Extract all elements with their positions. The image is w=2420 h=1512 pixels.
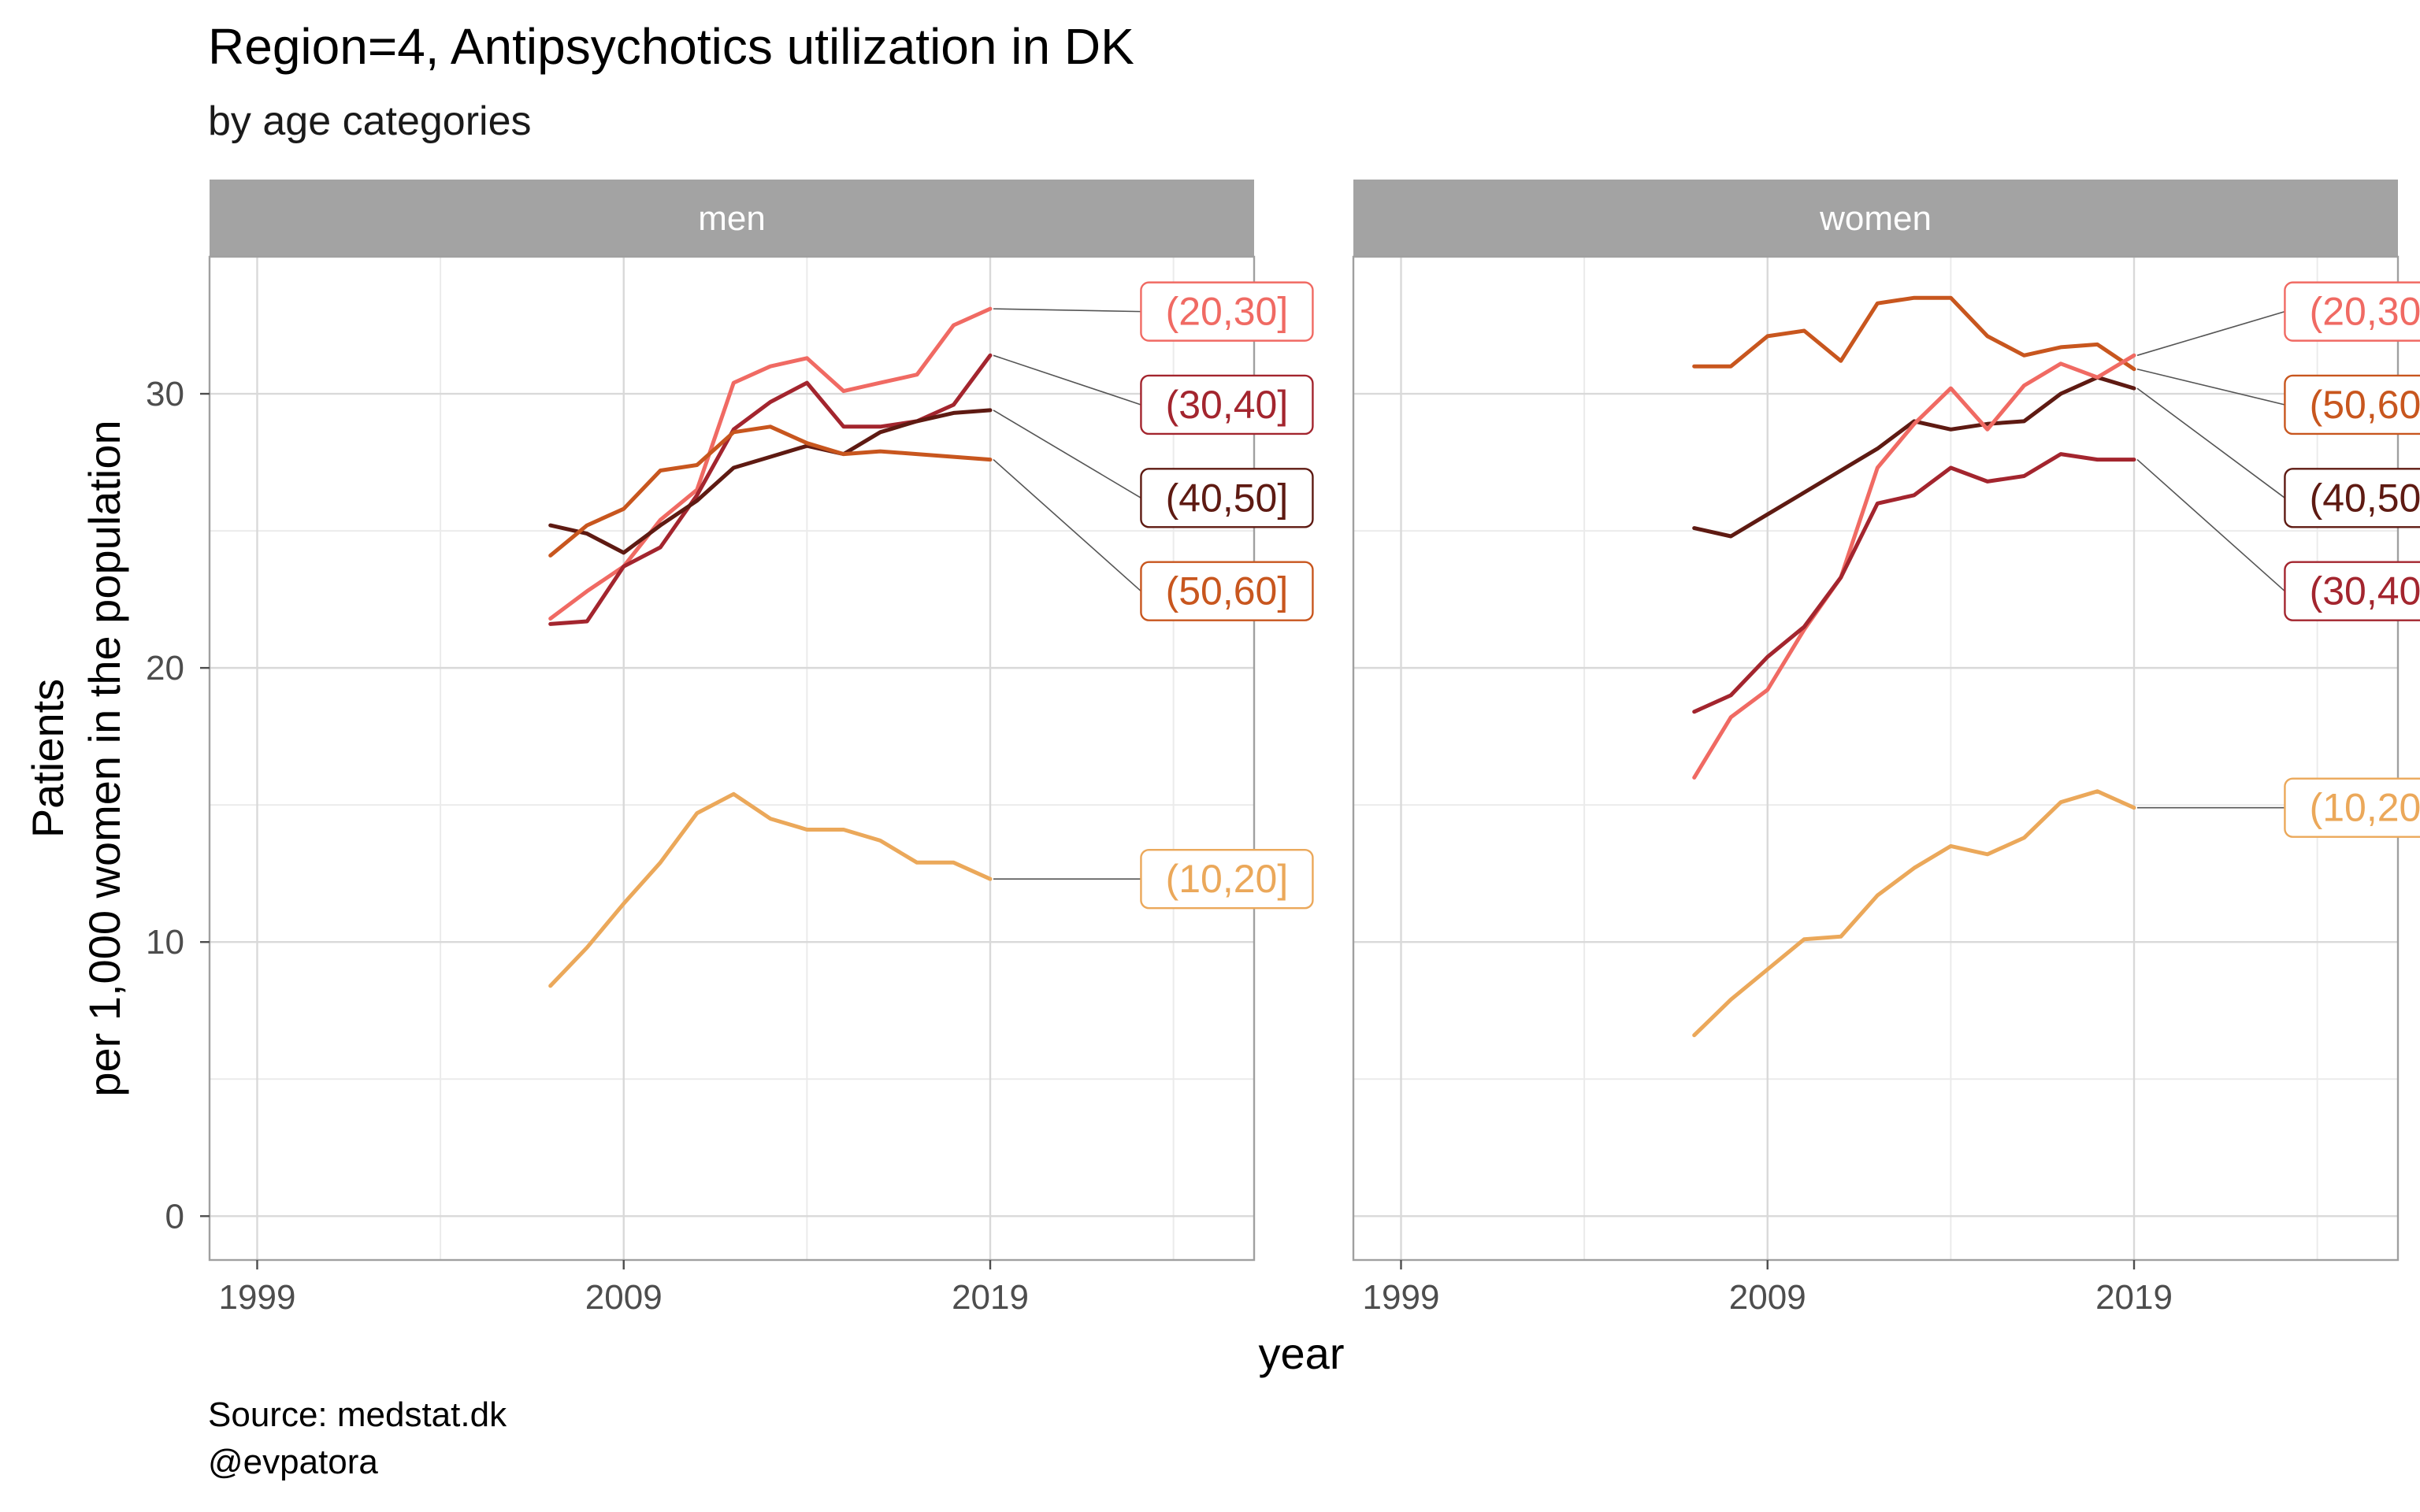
label-leader-line — [993, 308, 1141, 313]
series-label: (40,50] — [1166, 476, 1289, 520]
x-tick-label: 1999 — [219, 1278, 296, 1317]
series-label-box — [1140, 561, 1314, 621]
x-tick-label: 2019 — [952, 1278, 1029, 1317]
label-leader-line — [993, 354, 1141, 406]
panel-border-men — [208, 255, 1256, 1262]
series-label-box — [1140, 468, 1314, 528]
series-line-women-50-60 — [1692, 295, 2136, 372]
y-tick-label: 10 — [146, 923, 184, 962]
series-label-box — [2284, 281, 2420, 342]
series-label-box — [1140, 281, 1314, 342]
x-tick-label: 2009 — [585, 1278, 663, 1317]
series-label: (30,40] — [2310, 569, 2420, 613]
label-leader-line — [2136, 310, 2285, 357]
label-leader-line — [993, 410, 1141, 499]
y-axis-title-line2: per 1,000 women in the population — [80, 420, 129, 1096]
y-axis-title-line1: Patients — [23, 679, 72, 838]
x-tick-label: 2019 — [2095, 1278, 2173, 1317]
series-line-men-20-30 — [548, 306, 993, 621]
series-label-box — [2284, 777, 2420, 838]
series-label-box — [2284, 374, 2420, 435]
label-leader-line — [2136, 387, 2285, 498]
series-line-men-50-60 — [548, 424, 993, 558]
series-line-women-10-20 — [1692, 789, 2136, 1038]
x-tick-label: 2009 — [1729, 1278, 1806, 1317]
facet-strip-women — [1353, 180, 2398, 257]
series-line-men-40-50 — [548, 408, 993, 555]
series-label: (40,50] — [2310, 476, 2420, 520]
series-label: (20,30] — [2310, 290, 2420, 334]
facet-strip-men — [210, 180, 1254, 257]
series-label: (20,30] — [1166, 290, 1289, 334]
y-tick-label: 20 — [146, 649, 184, 687]
x-tick-label: 1999 — [1363, 1278, 1440, 1317]
series-label-box — [2284, 561, 2420, 621]
series-label: (30,40] — [1166, 383, 1289, 427]
series-label: (10,20] — [2310, 786, 2420, 830]
label-leader-line — [2136, 458, 2285, 592]
series-label-box — [2284, 468, 2420, 528]
x-axis-title: year — [1259, 1329, 1345, 1378]
series-label: (50,60] — [1166, 569, 1289, 613]
label-leader-line — [2136, 368, 2285, 406]
series-label: (50,60] — [2310, 383, 2420, 427]
series-label-box — [1140, 374, 1314, 435]
caption-handle: @evpatora — [208, 1443, 378, 1481]
facet-label-men: men — [698, 199, 766, 238]
series-line-women-30-40 — [1692, 452, 2136, 714]
panel-border-women — [1352, 255, 2400, 1262]
series-line-men-10-20 — [548, 791, 993, 988]
y-tick-label: 30 — [146, 375, 184, 413]
caption-source: Source: medstat.dk — [208, 1395, 507, 1434]
series-line-men-30-40 — [548, 353, 993, 626]
series-label-box — [1140, 848, 1314, 910]
facet-label-women: women — [1819, 199, 1932, 238]
y-tick-label: 0 — [165, 1197, 184, 1236]
label-leader-line — [993, 458, 1141, 592]
chart-subtitle: by age categories — [208, 98, 532, 144]
chart-title: Region=4, Antipsychotics utilization in … — [208, 18, 1134, 75]
series-line-women-20-30 — [1692, 353, 2136, 780]
series-label: (10,20] — [1166, 857, 1289, 901]
